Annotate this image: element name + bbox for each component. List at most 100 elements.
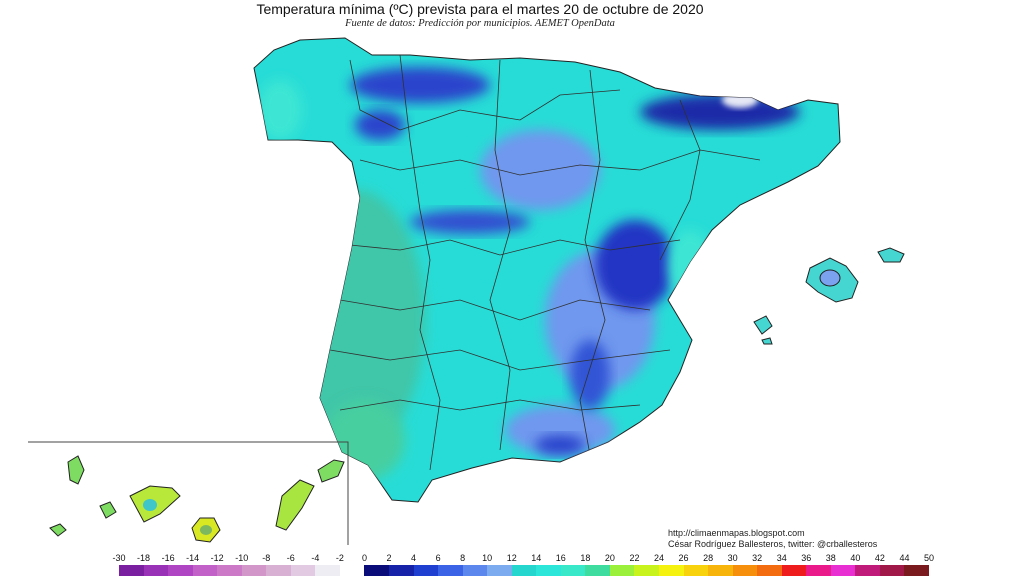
la-palma	[67, 455, 85, 485]
cold-zone-pyrenees	[640, 94, 800, 130]
legend-swatch	[659, 565, 685, 576]
legend-swatch	[119, 565, 145, 576]
legend-tick-label: 4	[411, 553, 417, 563]
fuerteventura	[275, 479, 315, 531]
legend-tick-label: -6	[286, 553, 295, 563]
mallorca-interior	[819, 269, 841, 287]
legend-swatch	[217, 565, 243, 576]
legend-tick-label: 44	[899, 553, 910, 563]
legend-tick-label: -18	[137, 553, 151, 563]
legend-tick-label: 22	[629, 553, 640, 563]
map-subtitle: Fuente de datos: Predicción por municipi…	[345, 18, 615, 29]
legend-tick-label: 40	[850, 553, 861, 563]
legend-swatch	[168, 565, 194, 576]
legend-swatch	[855, 565, 881, 576]
legend-tick-label: -2	[335, 553, 344, 563]
legend-swatch	[143, 565, 169, 576]
gran-canaria-peak	[200, 525, 212, 535]
cold-zone-leon	[355, 110, 405, 140]
legend-swatch	[266, 565, 292, 576]
formentera	[761, 337, 773, 345]
legend-swatch	[339, 565, 365, 576]
el-hierro	[49, 523, 67, 537]
credits-url[interactable]: http://climaenmapas.blogspot.com	[668, 528, 805, 538]
legend-swatch	[609, 565, 635, 576]
legend-tick-label: -14	[186, 553, 200, 563]
credits-author: César Rodríguez Ballesteros, twitter: @c…	[668, 539, 878, 549]
legend-swatch	[806, 565, 832, 576]
legend-swatch	[192, 565, 218, 576]
cold-zone-iberian-system	[595, 220, 675, 310]
legend-tick-label: 24	[653, 553, 665, 563]
legend-tick-label: 20	[604, 553, 615, 563]
peninsula	[253, 37, 841, 503]
legend-tick-label: 36	[801, 553, 812, 563]
legend-tick-label: -16	[161, 553, 175, 563]
legend-tick-label: 34	[776, 553, 787, 563]
legend-swatch	[757, 565, 783, 576]
tenerife-peak	[143, 499, 157, 511]
cold-zone-central-system	[410, 210, 530, 234]
warm-zone-coast-galicia	[258, 80, 302, 140]
legend-swatch	[241, 565, 267, 576]
legend-tick-label: 16	[555, 553, 566, 563]
legend-tick-label: -4	[311, 553, 320, 563]
freezing-zone-pyrenees	[722, 92, 758, 108]
cold-zone-murcia-interior	[570, 340, 610, 410]
legend-swatch	[389, 565, 415, 576]
legend-tick-label: 30	[727, 553, 738, 563]
legend-swatch	[634, 565, 660, 576]
legend-tick-label: 8	[460, 553, 466, 563]
legend-tick-label: 28	[703, 553, 714, 563]
legend-tick-label: 26	[678, 553, 689, 563]
menorca	[877, 247, 905, 263]
legend-tick-label: 50	[923, 553, 935, 563]
legend-swatch	[585, 565, 611, 576]
legend-tick-label: 2	[386, 553, 392, 563]
legend-swatch	[364, 565, 390, 576]
legend-swatch	[290, 565, 316, 576]
legend-tick-label: -8	[262, 553, 271, 563]
legend-swatch	[413, 565, 439, 576]
legend-swatch	[708, 565, 734, 576]
ibiza	[753, 315, 773, 335]
cool-zone-north-plateau	[480, 130, 600, 210]
legend-swatch	[830, 565, 856, 576]
balearic-islands	[753, 247, 905, 345]
legend-swatch	[462, 565, 488, 576]
lanzarote	[317, 459, 345, 483]
legend-tick-label: 38	[825, 553, 836, 563]
legend-swatch	[683, 565, 709, 576]
legend-swatch	[315, 565, 341, 576]
province-borders	[329, 54, 761, 471]
map-title: Temperatura mínima (ºC) prevista para el…	[256, 1, 704, 17]
legend-tick-label: 14	[531, 553, 542, 563]
cold-zone-penibetic	[535, 435, 585, 455]
legend-swatch	[879, 565, 905, 576]
legend-swatch	[487, 565, 513, 576]
legend-swatch	[536, 565, 562, 576]
legend-tick-label: 32	[752, 553, 763, 563]
legend-tick-label: -10	[235, 553, 249, 563]
cold-zone-cantabrian	[350, 67, 490, 103]
legend-swatch	[560, 565, 586, 576]
legend-tick-label: 10	[482, 553, 493, 563]
temperature-map	[28, 37, 905, 545]
legend-swatch	[781, 565, 807, 576]
inset-frame	[28, 441, 349, 545]
canary-inset	[28, 441, 349, 545]
la-gomera	[99, 501, 117, 519]
legend-tick-label: 12	[506, 553, 517, 563]
legend-swatch	[511, 565, 537, 576]
legend-swatch	[732, 565, 758, 576]
legend-tick-label: 42	[874, 553, 885, 563]
legend-tick-label: -30	[112, 553, 126, 563]
legend-tick-label: 18	[580, 553, 591, 563]
color-legend: -30 -18 -16 -14 -12 -10 -8 -6 -4 -2 0 2 4 6 8 10 12 14 16 1…	[0, 553, 1024, 576]
legend-tick-label: 6	[435, 553, 441, 563]
credits: http://climaenmapas.blogspot.com César R…	[668, 528, 877, 550]
legend-tick-label: 0	[361, 553, 367, 563]
legend-swatch	[904, 565, 930, 576]
legend-swatch	[438, 565, 464, 576]
legend-tick-label: -12	[210, 553, 224, 563]
